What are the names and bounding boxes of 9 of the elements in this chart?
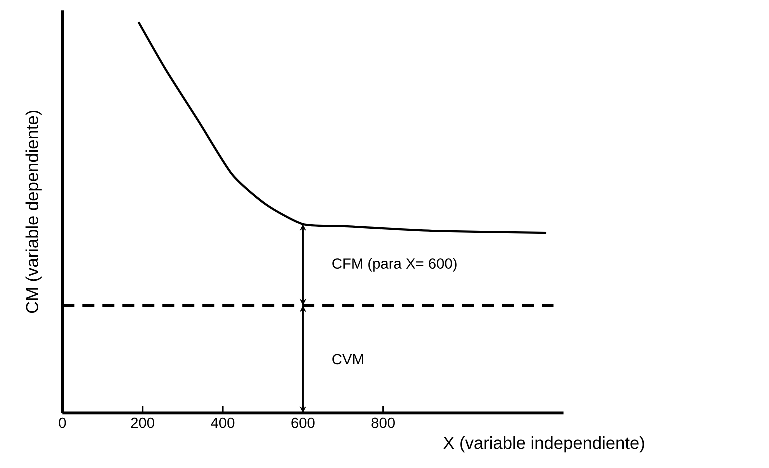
x-axis-title: X (variable independiente) [444, 436, 644, 453]
x-tick-label: 600 [292, 418, 315, 428]
x-tick-label: 200 [131, 418, 154, 428]
x-tick-label: 400 [211, 418, 235, 428]
y-axis-title: CM (variable dependiente) [26, 111, 42, 314]
x-tick-label: 0 [59, 418, 66, 428]
annotation: CVM [332, 354, 364, 365]
x-tick-label: 800 [372, 418, 395, 428]
annotation: CFM (para X= 600) [332, 258, 457, 272]
